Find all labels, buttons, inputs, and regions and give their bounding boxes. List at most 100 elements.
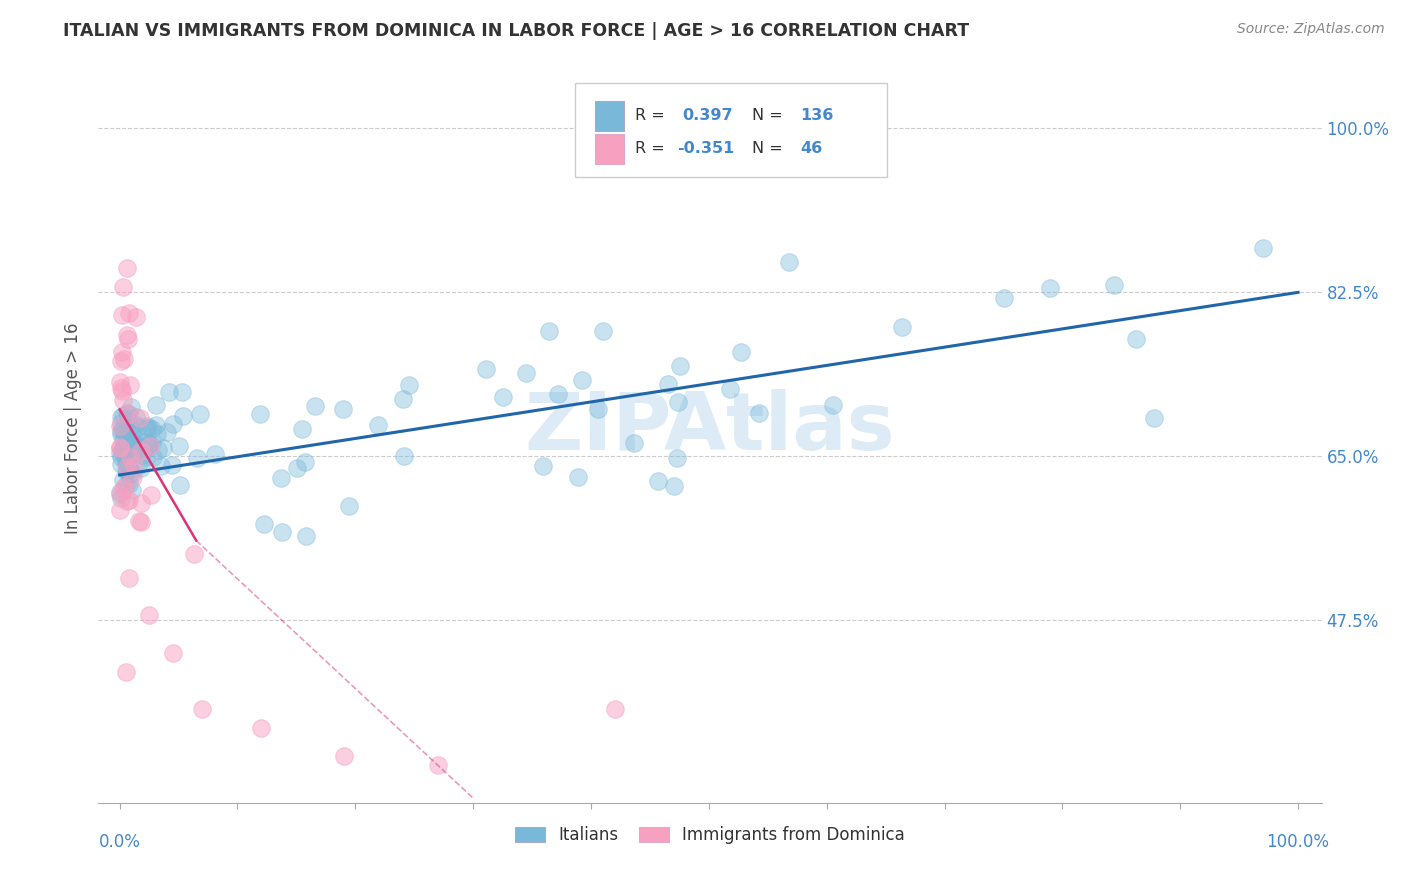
Point: [125, 310, 148, 324]
Point: [121, 426, 143, 441]
Point: [114, 442, 136, 456]
Point: [115, 406, 138, 420]
Point: [115, 453, 138, 467]
Text: R =: R =: [636, 108, 665, 123]
Point: [1102, 277, 1125, 292]
Point: [149, 458, 172, 473]
Text: N =: N =: [752, 141, 782, 156]
Point: [666, 394, 689, 409]
Text: 100.0%: 100.0%: [1267, 833, 1330, 851]
Point: [111, 422, 134, 436]
Point: [426, 758, 449, 772]
Point: [162, 646, 184, 660]
Point: [115, 494, 138, 508]
Point: [112, 473, 135, 487]
Point: [112, 442, 135, 456]
Point: [162, 417, 184, 431]
Point: [110, 484, 132, 499]
Point: [253, 516, 276, 531]
Point: [122, 458, 145, 473]
Point: [111, 483, 134, 498]
Point: [120, 447, 142, 461]
Point: [115, 478, 138, 492]
Text: R =: R =: [636, 141, 665, 156]
Point: [125, 443, 148, 458]
Point: [332, 749, 354, 764]
Point: [110, 450, 132, 465]
Point: [567, 470, 589, 484]
Point: [108, 446, 131, 460]
Point: [492, 391, 515, 405]
Point: [162, 458, 184, 472]
FancyBboxPatch shape: [595, 101, 624, 131]
Point: [111, 308, 134, 322]
Point: [571, 373, 593, 387]
Point: [135, 421, 157, 435]
Point: [124, 417, 146, 432]
Point: [138, 421, 160, 435]
Point: [118, 407, 141, 421]
Point: [125, 441, 148, 455]
Point: [110, 425, 132, 439]
Point: [122, 437, 145, 451]
Point: [135, 434, 157, 449]
Point: [111, 409, 134, 424]
Point: [993, 291, 1015, 305]
Point: [117, 437, 139, 451]
Point: [586, 401, 609, 416]
Point: [124, 438, 146, 452]
Point: [183, 547, 205, 561]
Point: [110, 457, 132, 471]
Point: [108, 440, 131, 454]
Text: Source: ZipAtlas.com: Source: ZipAtlas.com: [1237, 22, 1385, 37]
Point: [169, 477, 191, 491]
Text: -0.351: -0.351: [678, 141, 734, 156]
Point: [531, 458, 554, 473]
Point: [135, 450, 157, 465]
Point: [141, 422, 163, 436]
Point: [115, 260, 138, 275]
FancyBboxPatch shape: [595, 134, 624, 163]
Point: [110, 381, 132, 395]
Point: [117, 433, 139, 447]
Point: [115, 463, 138, 477]
Point: [394, 449, 416, 463]
Point: [592, 324, 614, 338]
Point: [138, 438, 160, 452]
Point: [136, 418, 159, 433]
Point: [250, 721, 273, 735]
Point: [118, 571, 141, 585]
Point: [748, 406, 770, 420]
Point: [515, 366, 537, 380]
Point: [167, 439, 190, 453]
Point: [112, 392, 135, 407]
Point: [152, 441, 174, 455]
Point: [118, 461, 141, 475]
Text: 136: 136: [800, 108, 834, 123]
Point: [657, 377, 679, 392]
Point: [172, 409, 194, 424]
Point: [108, 441, 131, 455]
Point: [141, 434, 163, 449]
Point: [304, 399, 326, 413]
Point: [603, 702, 626, 716]
Point: [124, 434, 146, 449]
Point: [118, 477, 141, 491]
Point: [120, 438, 142, 452]
Point: [668, 359, 690, 373]
Point: [121, 426, 143, 441]
Point: [547, 386, 569, 401]
Point: [821, 399, 844, 413]
Point: [398, 378, 420, 392]
Point: [718, 382, 741, 396]
Point: [129, 443, 152, 458]
Point: [141, 450, 163, 465]
Point: [120, 401, 142, 415]
Point: [337, 499, 360, 513]
Point: [114, 352, 136, 367]
Point: [159, 384, 181, 399]
Point: [392, 392, 415, 406]
Point: [1125, 332, 1147, 346]
Point: [145, 427, 167, 442]
Point: [115, 456, 138, 470]
